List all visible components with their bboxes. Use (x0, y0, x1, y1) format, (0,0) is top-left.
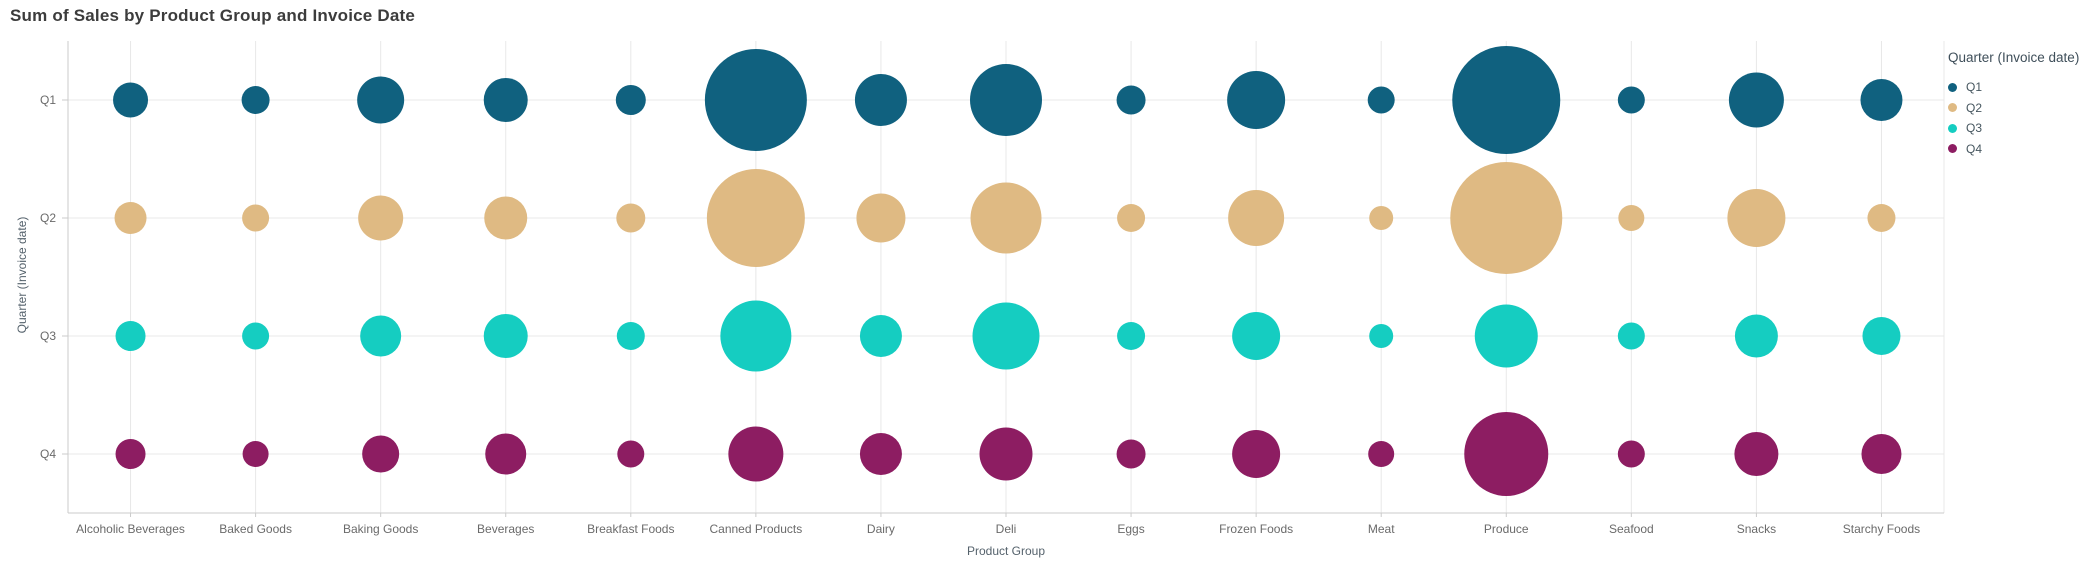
x-axis-label-frozen-foods: Frozen Foods (1219, 522, 1293, 536)
bubble-q1-baked-goods[interactable] (241, 86, 270, 114)
legend-label: Q3 (1966, 121, 1983, 136)
bubble-q3-breakfast-foods[interactable] (616, 322, 645, 350)
bubble-q1-eggs[interactable] (1116, 85, 1146, 115)
bubble-q1-canned-products[interactable] (704, 49, 807, 151)
bubble-q3-frozen-foods[interactable] (1232, 312, 1281, 360)
x-axis-label-snacks: Snacks (1737, 522, 1776, 536)
legend-item-q3[interactable]: Q3 (1948, 118, 2093, 139)
bubble-q1-dairy[interactable] (854, 74, 907, 126)
bubble-q4-canned-products[interactable] (728, 426, 784, 482)
bubble-q4-frozen-foods[interactable] (1232, 430, 1281, 478)
x-axis-label-dairy: Dairy (867, 522, 895, 536)
legend-label: Q1 (1966, 80, 1983, 95)
bubble-q2-starchy-foods[interactable] (1867, 204, 1896, 232)
bubble-q3-dairy[interactable] (859, 315, 902, 357)
legend-label: Q4 (1966, 141, 1983, 156)
bubble-q1-deli[interactable] (970, 64, 1042, 136)
legend-items: Q1 Q2 Q3 Q4 (1948, 77, 2093, 159)
x-axis-label-seafood: Seafood (1609, 522, 1654, 536)
x-axis-label-breakfast-foods: Breakfast Foods (587, 522, 674, 536)
y-axis-title: Quarter (Invoice date) (15, 216, 29, 334)
x-axis-label-baking-goods: Baking Goods (343, 522, 418, 536)
bubble-q2-seafood[interactable] (1618, 205, 1645, 231)
bubble-q4-baking-goods[interactable] (362, 435, 400, 473)
legend-swatch-q3 (1948, 123, 1957, 133)
x-axis-label-deli: Deli (996, 522, 1017, 536)
bubble-q4-dairy[interactable] (859, 433, 902, 475)
bubble-q1-snacks[interactable] (1728, 72, 1784, 128)
bubble-q3-baked-goods[interactable] (242, 322, 270, 350)
bubble-q2-produce[interactable] (1450, 162, 1563, 274)
bubble-q4-produce[interactable] (1464, 412, 1549, 496)
bubble-q3-beverages[interactable] (483, 314, 528, 358)
bubble-q3-seafood[interactable] (1617, 322, 1645, 350)
bubble-q3-baking-goods[interactable] (360, 315, 402, 357)
bubble-q2-canned-products[interactable] (706, 169, 805, 267)
bubble-q2-frozen-foods[interactable] (1228, 190, 1285, 246)
bubble-q2-dairy[interactable] (856, 193, 906, 243)
bubble-q3-canned-products[interactable] (720, 300, 792, 372)
bubble-q3-meat[interactable] (1369, 324, 1394, 348)
bubble-q2-baking-goods[interactable] (358, 195, 404, 241)
legend-item-q2[interactable]: Q2 (1948, 98, 2093, 119)
bubble-q1-frozen-foods[interactable] (1227, 71, 1286, 129)
legend-swatch-q4 (1948, 144, 1957, 154)
legend-item-q1[interactable]: Q1 (1948, 77, 2093, 98)
bubble-q4-baked-goods[interactable] (242, 441, 269, 467)
bubble-q2-alcoholic-beverages[interactable] (114, 202, 147, 234)
x-axis-title: Product Group (966, 544, 1046, 558)
bubble-q4-eggs[interactable] (1116, 439, 1146, 469)
x-axis-label-eggs: Eggs (1117, 522, 1144, 536)
bubble-q4-meat[interactable] (1368, 441, 1395, 467)
legend-label: Q2 (1966, 100, 1983, 115)
legend-item-q4[interactable]: Q4 (1948, 139, 2093, 160)
bubble-q1-beverages[interactable] (483, 78, 528, 122)
bubble-q2-beverages[interactable] (484, 196, 528, 240)
bubble-q2-meat[interactable] (1369, 206, 1394, 230)
bubble-q1-meat[interactable] (1367, 86, 1395, 114)
bubble-q4-breakfast-foods[interactable] (617, 440, 645, 468)
y-axis-label-q4: Q4 (40, 447, 56, 461)
bubble-q3-starchy-foods[interactable] (1862, 317, 1901, 355)
x-axis-label-starchy-foods: Starchy Foods (1843, 522, 1920, 536)
bubble-q4-deli[interactable] (979, 427, 1033, 481)
chart-title: Sum of Sales by Product Group and Invoic… (10, 6, 415, 25)
bubble-q2-eggs[interactable] (1117, 204, 1146, 232)
x-axis-label-beverages: Beverages (477, 522, 534, 536)
bubble-q1-baking-goods[interactable] (357, 76, 405, 124)
bubble-q3-deli[interactable] (972, 302, 1040, 370)
bubble-q2-snacks[interactable] (1727, 189, 1786, 247)
bubble-q3-snacks[interactable] (1734, 314, 1778, 358)
bubble-q2-breakfast-foods[interactable] (616, 203, 646, 233)
bubble-q4-starchy-foods[interactable] (1861, 434, 1902, 474)
x-axis-label-alcoholic-beverages: Alcoholic Beverages (76, 522, 185, 536)
bubble-q2-deli[interactable] (970, 182, 1042, 254)
bubble-q1-alcoholic-beverages[interactable] (113, 82, 149, 118)
bubble-q1-starchy-foods[interactable] (1860, 79, 1903, 121)
bubble-q1-breakfast-foods[interactable] (615, 85, 646, 115)
bubble-q1-produce[interactable] (1452, 46, 1561, 154)
bubble-q2-baked-goods[interactable] (242, 204, 270, 232)
y-axis-label-q3: Q3 (40, 329, 56, 343)
bubble-q4-seafood[interactable] (1617, 440, 1645, 468)
bubble-q4-snacks[interactable] (1734, 432, 1779, 476)
x-axis-label-produce: Produce (1484, 522, 1529, 536)
bubble-q3-eggs[interactable] (1117, 322, 1146, 350)
x-axis-label-baked-goods: Baked Goods (219, 522, 292, 536)
x-axis-label-meat: Meat (1368, 522, 1395, 536)
bubble-q3-produce[interactable] (1474, 304, 1538, 368)
y-axis-label-q2: Q2 (40, 211, 56, 225)
legend: Quarter (Invoice date) Q1 Q2 Q3 Q4 (1948, 50, 2093, 159)
x-axis-label-canned-products: Canned Products (709, 522, 802, 536)
y-axis-label-q1: Q1 (40, 93, 56, 107)
bubble-q1-seafood[interactable] (1617, 86, 1645, 114)
legend-title: Quarter (Invoice date) (1948, 50, 2080, 65)
bubble-q3-alcoholic-beverages[interactable] (115, 321, 146, 351)
legend-swatch-q1 (1948, 82, 1957, 92)
bubble-q4-beverages[interactable] (485, 433, 527, 475)
bubble-q4-alcoholic-beverages[interactable] (115, 439, 146, 469)
legend-swatch-q2 (1948, 103, 1957, 113)
